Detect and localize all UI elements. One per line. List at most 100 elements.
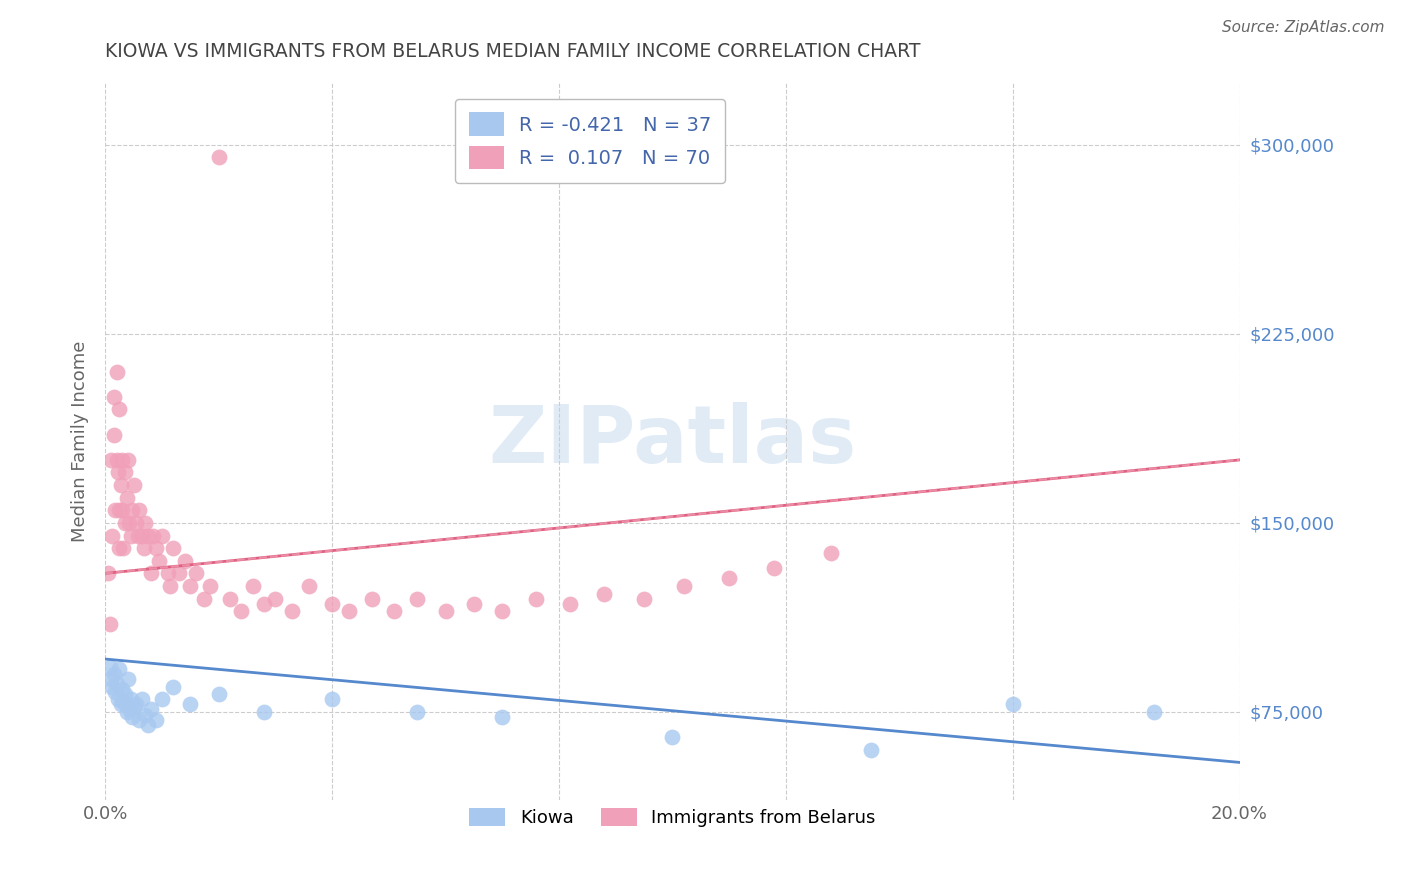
- Point: [120, 528, 142, 542]
- Point: [148, 554, 170, 568]
- Point: [672, 579, 695, 593]
- Point: [718, 571, 741, 585]
- Point: [128, 503, 150, 517]
- Point: [114, 516, 136, 530]
- Point: [117, 453, 139, 467]
- Point: [820, 546, 842, 560]
- Point: [118, 702, 141, 716]
- Point: [491, 604, 513, 618]
- Point: [406, 705, 429, 719]
- Point: [105, 365, 128, 379]
- Point: [103, 390, 125, 404]
- Point: [661, 730, 683, 744]
- Point: [859, 743, 882, 757]
- Point: [179, 579, 201, 593]
- Point: [108, 402, 131, 417]
- Point: [134, 516, 156, 530]
- Point: [114, 687, 136, 701]
- Point: [321, 692, 343, 706]
- Point: [128, 713, 150, 727]
- Point: [136, 717, 159, 731]
- Point: [167, 566, 190, 581]
- Point: [111, 503, 134, 517]
- Point: [219, 591, 242, 606]
- Point: [120, 692, 142, 706]
- Point: [125, 698, 148, 712]
- Point: [115, 491, 138, 505]
- Point: [406, 591, 429, 606]
- Point: [108, 662, 131, 676]
- Point: [105, 677, 128, 691]
- Point: [139, 566, 162, 581]
- Point: [524, 591, 547, 606]
- Point: [122, 478, 145, 492]
- Point: [159, 579, 181, 593]
- Point: [97, 566, 120, 581]
- Point: [150, 528, 173, 542]
- Point: [208, 150, 231, 164]
- Point: [103, 427, 125, 442]
- Point: [162, 680, 184, 694]
- Point: [110, 698, 132, 712]
- Point: [179, 698, 201, 712]
- Point: [253, 705, 276, 719]
- Point: [127, 528, 149, 542]
- Point: [125, 516, 148, 530]
- Point: [145, 713, 167, 727]
- Point: [145, 541, 167, 555]
- Point: [198, 579, 221, 593]
- Point: [281, 604, 304, 618]
- Point: [107, 692, 129, 706]
- Legend: Kiowa, Immigrants from Belarus: Kiowa, Immigrants from Belarus: [463, 800, 883, 834]
- Point: [298, 579, 321, 593]
- Point: [264, 591, 287, 606]
- Point: [434, 604, 457, 618]
- Point: [360, 591, 382, 606]
- Point: [132, 541, 155, 555]
- Point: [384, 604, 406, 618]
- Point: [463, 597, 485, 611]
- Point: [117, 672, 139, 686]
- Point: [593, 586, 616, 600]
- Point: [112, 541, 135, 555]
- Point: [193, 591, 215, 606]
- Point: [242, 579, 264, 593]
- Point: [110, 478, 132, 492]
- Point: [108, 541, 131, 555]
- Point: [105, 453, 128, 467]
- Point: [134, 707, 156, 722]
- Point: [118, 516, 141, 530]
- Point: [108, 503, 131, 517]
- Point: [1143, 705, 1166, 719]
- Point: [1001, 698, 1024, 712]
- Point: [111, 453, 134, 467]
- Point: [633, 591, 655, 606]
- Point: [173, 554, 195, 568]
- Point: [321, 597, 343, 611]
- Point: [136, 528, 159, 542]
- Point: [121, 710, 143, 724]
- Point: [122, 700, 145, 714]
- Point: [101, 680, 124, 694]
- Point: [231, 604, 253, 618]
- Y-axis label: Median Family Income: Median Family Income: [72, 341, 89, 541]
- Point: [208, 687, 231, 701]
- Point: [115, 705, 138, 719]
- Text: ZIPatlas: ZIPatlas: [488, 402, 856, 480]
- Point: [98, 616, 121, 631]
- Point: [763, 561, 786, 575]
- Point: [150, 692, 173, 706]
- Point: [114, 466, 136, 480]
- Point: [112, 695, 135, 709]
- Point: [560, 597, 582, 611]
- Point: [142, 528, 165, 542]
- Point: [111, 682, 134, 697]
- Point: [100, 453, 122, 467]
- Point: [253, 597, 276, 611]
- Point: [104, 503, 127, 517]
- Point: [184, 566, 207, 581]
- Point: [131, 692, 153, 706]
- Point: [139, 702, 162, 716]
- Point: [131, 528, 153, 542]
- Point: [103, 667, 125, 681]
